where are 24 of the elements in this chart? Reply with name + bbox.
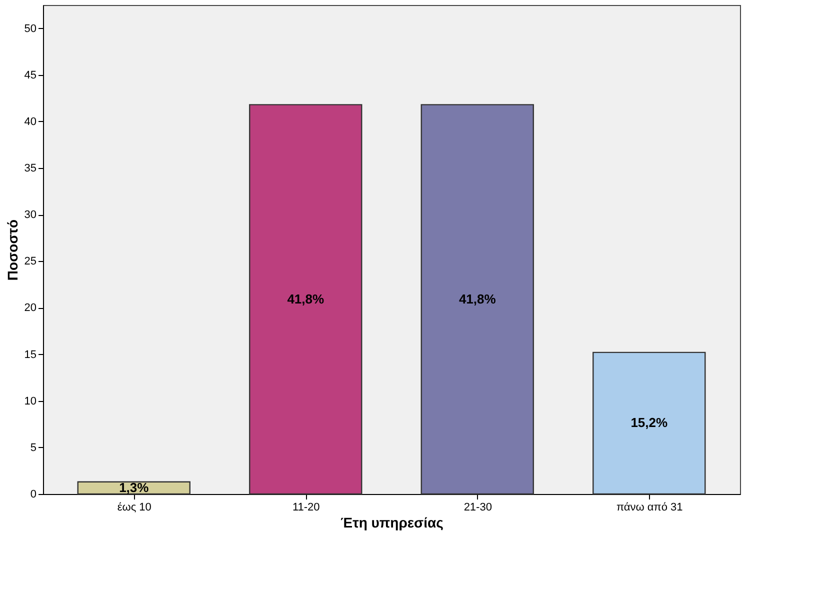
x-tick-label: 11-20 xyxy=(292,502,320,514)
bar xyxy=(420,104,534,495)
y-axis-title: Ποσοστό xyxy=(4,219,20,281)
y-tick-label: 5 xyxy=(30,442,36,454)
y-tick-label: 35 xyxy=(24,162,36,174)
y-tick-label: 25 xyxy=(24,256,36,268)
x-axis-title: Έτη υπηρεσίας xyxy=(340,514,444,530)
data-label: 41,8% xyxy=(458,291,496,306)
y-tick-label: 50 xyxy=(24,22,36,35)
data-label: 15,2% xyxy=(630,415,668,430)
x-tick-label: έως 10 xyxy=(117,502,152,514)
y-tick-label: 15 xyxy=(24,348,36,361)
y-tick-label: 10 xyxy=(24,395,36,408)
y-tick-label: 45 xyxy=(24,69,36,82)
y-tick-label: 40 xyxy=(24,116,36,128)
data-label: 41,8% xyxy=(287,291,324,306)
data-label: 1,3% xyxy=(119,480,150,495)
bar xyxy=(249,104,362,495)
y-tick-label: 20 xyxy=(24,302,36,314)
y-tick-label: 0 xyxy=(30,488,36,500)
y-tick-label: 30 xyxy=(24,209,36,222)
bar xyxy=(592,352,706,495)
x-tick-label: 21-30 xyxy=(464,502,492,514)
x-tick-label: πάνω από 31 xyxy=(616,502,683,514)
